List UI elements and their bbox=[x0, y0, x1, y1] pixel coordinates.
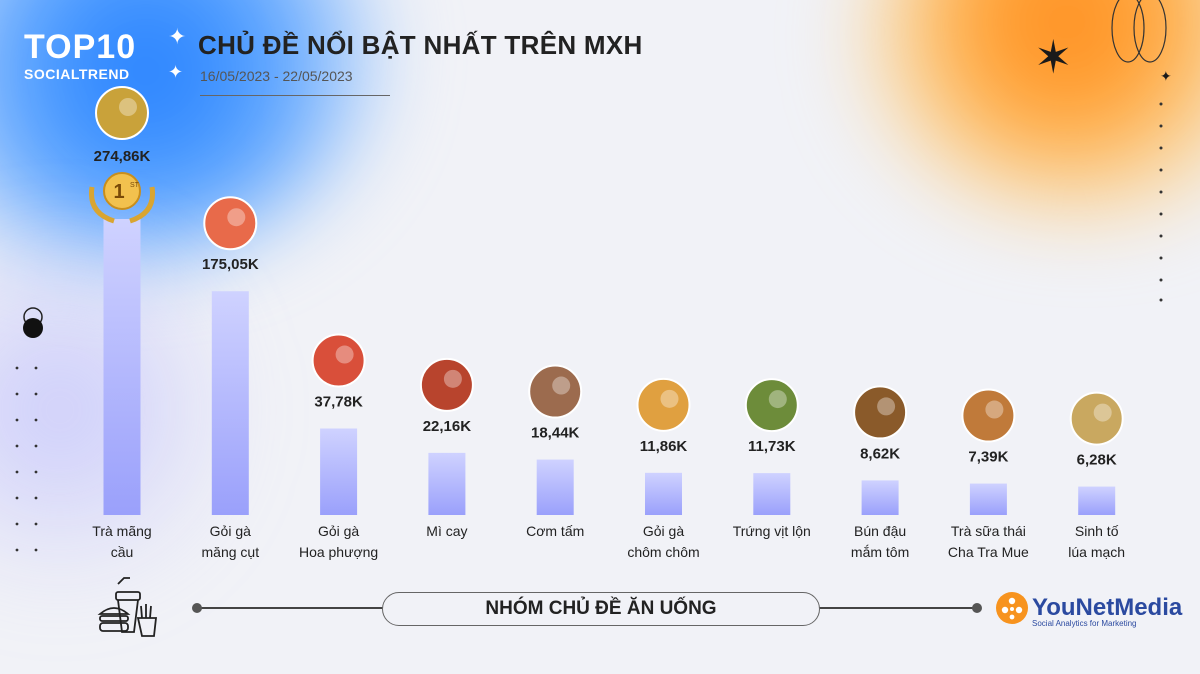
value-label-8: 8,62K bbox=[860, 445, 900, 462]
food-photo-highlight bbox=[660, 389, 679, 408]
category-label-1: Trà mãng bbox=[92, 523, 151, 539]
date-range: 16/05/2023 - 22/05/2023 bbox=[200, 68, 353, 84]
value-label-6: 11,86K bbox=[640, 438, 688, 455]
page-title: CHỦ ĐỀ NỔI BẬT NHẤT TRÊN MXH bbox=[198, 30, 643, 60]
bar-9 bbox=[969, 483, 1007, 515]
value-label-1: 274,86K bbox=[94, 148, 151, 165]
value-label-5: 18,44K bbox=[531, 425, 580, 442]
food-photo-highlight bbox=[1093, 403, 1112, 422]
category-label-2: măng cụt bbox=[202, 544, 260, 560]
bar-10 bbox=[1078, 486, 1116, 515]
category-label-6: chôm chôm bbox=[627, 544, 699, 560]
food-photo-3 bbox=[311, 333, 366, 388]
food-photo-highlight bbox=[552, 376, 571, 395]
food-photo-highlight bbox=[227, 208, 246, 227]
sparkle-icon: ✦ bbox=[168, 62, 184, 82]
category-label-1: cầu bbox=[111, 544, 134, 560]
category-label-2: Gỏi gà bbox=[210, 523, 251, 539]
category-label-9: Trà sữa thái bbox=[951, 523, 1026, 539]
logo-top10-text: TOP10 bbox=[24, 28, 137, 66]
bar-7 bbox=[753, 473, 791, 515]
value-label-3: 37,78K bbox=[314, 394, 363, 411]
category-label-8: Bún đậu bbox=[854, 523, 906, 539]
food-photo-6 bbox=[636, 377, 691, 432]
food-photo-highlight bbox=[119, 98, 137, 116]
circle-decoration bbox=[23, 307, 43, 338]
value-label-4: 22,16K bbox=[423, 418, 472, 435]
food-photo-7 bbox=[744, 378, 799, 433]
line-end-dot bbox=[972, 603, 982, 613]
fast-food-icon bbox=[97, 577, 158, 637]
bar-2 bbox=[211, 291, 249, 515]
category-label-8: mắm tôm bbox=[851, 544, 909, 560]
value-label-10: 6,28K bbox=[1077, 452, 1117, 469]
value-label-7: 11,73K bbox=[748, 438, 796, 455]
food-photo-10 bbox=[1069, 391, 1124, 446]
bar-6 bbox=[645, 472, 682, 515]
logo-socialtrend-text: SOCIALTREND bbox=[24, 66, 130, 82]
star-burst-icon: ✶ bbox=[1034, 31, 1073, 83]
group-label-pill: NHÓM CHỦ ĐỀ ĂN UỐNG bbox=[382, 592, 820, 626]
small-star-icon: ✦ bbox=[1160, 68, 1172, 84]
sparkle-icon: ✦ bbox=[168, 24, 187, 49]
category-label-9: Cha Tra Mue bbox=[948, 544, 1029, 560]
rank-number: 1 bbox=[113, 181, 124, 203]
category-label-3: Hoa phượng bbox=[299, 544, 378, 560]
category-label-5: Cơm tấm bbox=[526, 523, 584, 539]
food-photo-9 bbox=[961, 388, 1016, 443]
value-label-2: 175,05K bbox=[202, 256, 259, 273]
value-label-9: 7,39K bbox=[968, 449, 1008, 466]
younetmedia-mark-icon bbox=[996, 592, 1028, 624]
loops-decoration bbox=[1111, 0, 1167, 63]
food-photo-highlight bbox=[335, 345, 354, 364]
food-photo-highlight bbox=[443, 369, 462, 388]
younetmedia-logo: YouNetMedia Social Analytics for Marketi… bbox=[996, 592, 1183, 628]
category-label-10: Sinh tố bbox=[1075, 523, 1119, 539]
category-label-6: Gỏi gà bbox=[643, 523, 684, 539]
food-photo-2 bbox=[203, 196, 258, 251]
category-label-3: Gỏi gà bbox=[318, 523, 359, 539]
brand-name: YouNetMedia bbox=[1032, 594, 1183, 621]
food-photo-highlight bbox=[768, 390, 787, 409]
top10-logo: TOP10 SOCIALTREND bbox=[24, 30, 136, 82]
rank-suffix: ST bbox=[130, 182, 140, 189]
bar-1 bbox=[103, 219, 141, 515]
food-photo-4 bbox=[419, 357, 474, 412]
food-photo-5 bbox=[528, 364, 583, 419]
category-label-10: lúa mạch bbox=[1068, 544, 1125, 560]
category-label-4: Mì cay bbox=[426, 523, 467, 539]
dots-decoration-left bbox=[15, 366, 38, 552]
dots-decoration-right bbox=[1159, 102, 1163, 302]
bar-3 bbox=[320, 428, 358, 515]
bar-4 bbox=[428, 452, 466, 515]
food-photo-highlight bbox=[985, 400, 1004, 419]
bar-8 bbox=[861, 480, 899, 515]
category-label-7: Trứng vịt lộn bbox=[733, 523, 811, 539]
rank-badge-icon bbox=[88, 172, 156, 224]
bar-5 bbox=[536, 459, 574, 515]
food-photo-highlight bbox=[877, 397, 896, 416]
food-photo-1 bbox=[95, 86, 149, 140]
title-underline bbox=[200, 95, 390, 96]
line-end-dot bbox=[192, 603, 202, 613]
brand-tagline: Social Analytics for Marketing bbox=[1032, 619, 1137, 628]
food-photo-8 bbox=[853, 385, 908, 440]
